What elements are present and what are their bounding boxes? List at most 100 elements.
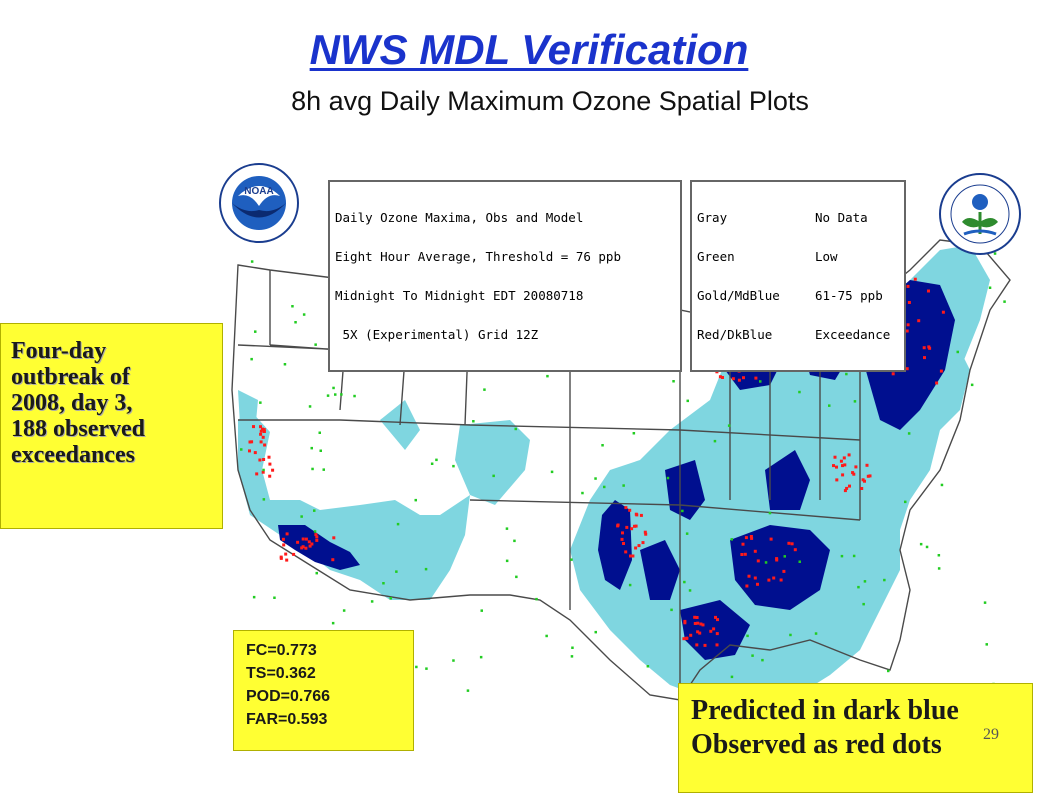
observed-low-dot <box>331 621 335 625</box>
observed-exceedance-dot <box>715 643 719 647</box>
observed-exceedance-dot <box>842 456 846 460</box>
observed-low-dot <box>314 343 317 346</box>
callout-line: 188 observed <box>11 416 145 442</box>
observed-exceedance-dot <box>315 535 319 539</box>
observed-exceedance-dot <box>756 582 759 586</box>
observed-exceedance-dot <box>635 513 639 517</box>
observed-low-dot <box>353 394 356 398</box>
observed-low-dot <box>571 646 574 649</box>
observed-low-dot <box>283 363 287 366</box>
legend-color-value: Exceedance <box>815 327 891 342</box>
observed-exceedance-dot <box>622 542 625 545</box>
observed-exceedance-dot <box>255 472 259 476</box>
observed-exceedance-dot <box>315 538 319 542</box>
observed-exceedance-dot <box>262 430 266 433</box>
observed-exceedance-dot <box>851 471 855 475</box>
observed-exceedance-dot <box>693 622 697 625</box>
observed-exceedance-dot <box>643 530 647 534</box>
observed-low-dot <box>370 600 374 603</box>
legend-color-value: No Data <box>815 210 868 225</box>
observed-exceedance-dot <box>616 524 620 528</box>
observed-low-dot <box>730 538 733 541</box>
observed-low-dot <box>382 582 385 585</box>
observed-exceedance-dot <box>262 458 266 461</box>
observed-low-dot <box>311 467 314 471</box>
predicted-area-ohio-valley <box>765 450 810 510</box>
observed-low-dot <box>845 372 848 376</box>
observed-exceedance-dot <box>750 536 754 540</box>
legend-line: Midnight To Midnight EDT 20080718 <box>335 288 584 303</box>
observed-exceedance-dot <box>631 554 635 558</box>
legend-line: Daily Ozone Maxima, Obs and Model <box>335 210 584 225</box>
observed-low-dot <box>907 432 911 435</box>
observed-low-dot <box>513 539 516 543</box>
observed-exceedance-dot <box>845 486 849 490</box>
observed-exceedance-dot <box>284 552 288 556</box>
observed-low-dot <box>515 575 518 579</box>
observed-exceedance-dot <box>331 558 335 562</box>
observed-low-dot <box>313 530 317 533</box>
observed-low-dot <box>883 578 886 582</box>
legend-row: Red/DkBlue Exceedance <box>697 328 899 341</box>
legend-color-value: Low <box>815 249 838 264</box>
epa-seal-icon <box>939 173 1021 255</box>
observed-exceedance-dot <box>300 546 304 550</box>
observed-low-dot <box>308 405 312 408</box>
observed-low-dot <box>840 554 844 558</box>
observed-low-dot <box>988 286 992 289</box>
observed-low-dot <box>956 350 959 354</box>
page-title: NWS MDL Verification <box>309 26 749 73</box>
observed-low-dot <box>713 439 717 443</box>
observed-low-dot <box>250 357 253 361</box>
observed-exceedance-dot <box>310 542 314 546</box>
observed-exceedance-dot <box>261 427 264 431</box>
observed-exceedance-dot <box>271 468 275 472</box>
legend-color-label: Gray <box>697 210 728 225</box>
observed-exceedance-dot <box>281 537 285 541</box>
observed-low-dot <box>414 498 417 502</box>
observed-low-dot <box>424 567 428 571</box>
observed-exceedance-dot <box>695 643 699 647</box>
observed-exceedance-dot <box>695 616 699 619</box>
legend-color-label: Red/DkBlue <box>697 327 773 342</box>
ozone-map-panel: Daily Ozone Maxima, Obs and Model Eight … <box>210 170 1040 750</box>
observed-exceedance-dot <box>332 536 336 540</box>
observed-low-dot <box>863 580 867 583</box>
observed-low-dot <box>396 522 400 526</box>
observed-low-dot <box>570 558 573 561</box>
observed-exceedance-dot <box>644 532 648 536</box>
observed-low-dot <box>764 561 768 564</box>
observed-exceedance-dot <box>922 346 926 350</box>
observed-low-dot <box>313 509 316 512</box>
observed-exceedance-dot <box>279 556 283 560</box>
observed-exceedance-dot <box>639 513 643 517</box>
observed-low-dot <box>798 390 801 394</box>
observed-low-dot <box>746 634 749 638</box>
callout-line: Four-day <box>11 338 107 364</box>
observed-exceedance-dot <box>248 440 252 444</box>
legend-row: Green Low <box>697 250 899 263</box>
legend-row: Gray No Data <box>697 211 899 224</box>
predicted-area-oklahoma <box>640 540 680 600</box>
observed-low-dot <box>789 633 792 637</box>
observed-exceedance-dot <box>865 463 869 467</box>
observed-low-dot <box>291 305 294 308</box>
observed-low-dot <box>828 404 831 407</box>
observed-exceedance-dot <box>699 622 703 626</box>
observed-low-dot <box>535 597 538 601</box>
slide-number: 29 <box>983 726 999 743</box>
observed-exceedance-dot <box>263 443 267 447</box>
observed-exceedance-dot <box>253 451 257 455</box>
stat-line: TS=0.362 <box>246 665 316 682</box>
observed-exceedance-dot <box>753 576 757 580</box>
observed-exceedance-dot <box>737 378 741 382</box>
observed-exceedance-dot <box>907 301 911 304</box>
observed-exceedance-dot <box>917 319 921 323</box>
legend-line: 5X (Experimental) Grid 12Z <box>335 327 539 342</box>
observed-low-dot <box>681 509 684 513</box>
observed-exceedance-dot <box>696 621 700 625</box>
predicted-area-texas <box>598 500 632 590</box>
observed-exceedance-dot <box>742 376 745 380</box>
observed-exceedance-dot <box>743 552 747 556</box>
observed-exceedance-dot <box>301 537 305 541</box>
